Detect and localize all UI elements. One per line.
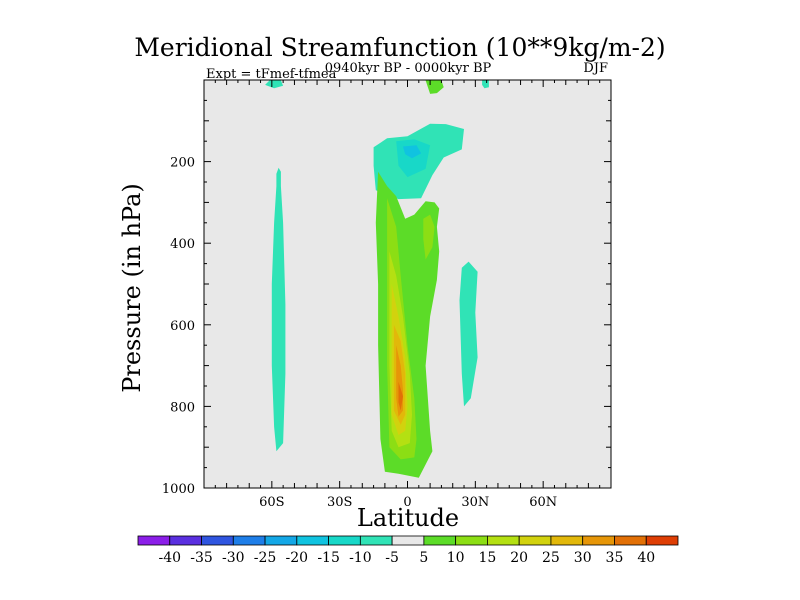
colorbar-label: -30 [222,550,245,566]
chart-title: Meridional Streamfunction (10**9kg/m-2) [134,33,665,62]
colorbar-swatch [391,535,425,546]
x-tick-label: 30S [327,495,352,510]
colorbar-label: 25 [542,550,560,566]
colorbar-label: -40 [158,550,181,566]
contour-negative-band-south [271,167,286,452]
colorbar-swatch [582,535,615,546]
colorbar-label: 35 [606,550,624,566]
y-axis-label: Pressure (in hPa) [118,183,146,393]
y-tick-label: 600 [170,319,195,334]
y-tick-label: 800 [170,400,195,415]
x-tick-label: 60S [259,495,284,510]
colorbar-label: 30 [574,550,592,566]
colorbar-swatch [137,535,171,546]
experiment-label: Expt = tFmef-tfmea [206,67,337,82]
colorbar-swatch [518,535,552,546]
contour-regions [265,80,489,478]
contour-negative-lobe-south-high [265,80,284,89]
colorbar-swatch [169,535,202,546]
contour-positive-cell-north-lobe [423,214,435,260]
colorbar-label: -25 [254,550,277,566]
colorbar-swatch [328,535,361,546]
colorbar-swatch [455,535,488,546]
colorbar-label: -5 [385,550,399,566]
colorbar-swatch [359,535,393,546]
y-axis: 200 400 600 800 1000 [162,79,611,497]
x-tick-label: 30N [461,495,489,510]
colorbar-swatch [423,535,457,546]
colorbar-swatch [201,535,234,546]
colorbar-label: -10 [349,550,372,566]
y-tick-label: 1000 [162,482,195,497]
season-label: DJF [583,61,608,76]
contour-negative-lobe-north-high [482,80,489,89]
x-tick-label: 0 [403,495,411,510]
colorbar-label: 5 [419,550,428,566]
colorbar-label: 20 [510,550,528,566]
colorbar-label: -20 [286,550,309,566]
colorbar-swatch [296,535,329,546]
x-axis-label: Latitude [357,504,459,532]
contour-negative-cell-upper-core [403,145,422,159]
x-tick-label: 60N [529,495,557,510]
colorbar-swatch [232,535,266,546]
colorbar-swatch [614,535,647,546]
y-tick-label: 400 [170,237,195,252]
x-axis: 60S 30S 0 30N 60N [203,80,612,510]
contour-negative-band-north [459,261,478,407]
colorbar-swatch [645,535,679,546]
colorbar-swatch [550,535,584,546]
colorbar-label: 10 [447,550,465,566]
contour-positive-cell-40 [398,381,403,411]
y-tick-label: 200 [170,156,195,171]
colorbar-label: 40 [637,550,655,566]
colorbar-label: -35 [190,550,213,566]
colorbar: -40 -35 -30 -25 -20 -15 -10 -5 5 10 15 20 25 30 35 40 [137,535,679,566]
colorbar-label: -15 [317,550,340,566]
colorbar-swatch [487,535,520,546]
chart-subtitle: 0940kyr BP - 0000kyr BP [325,61,492,76]
colorbar-label: 15 [478,550,496,566]
colorbar-swatch [264,535,298,546]
